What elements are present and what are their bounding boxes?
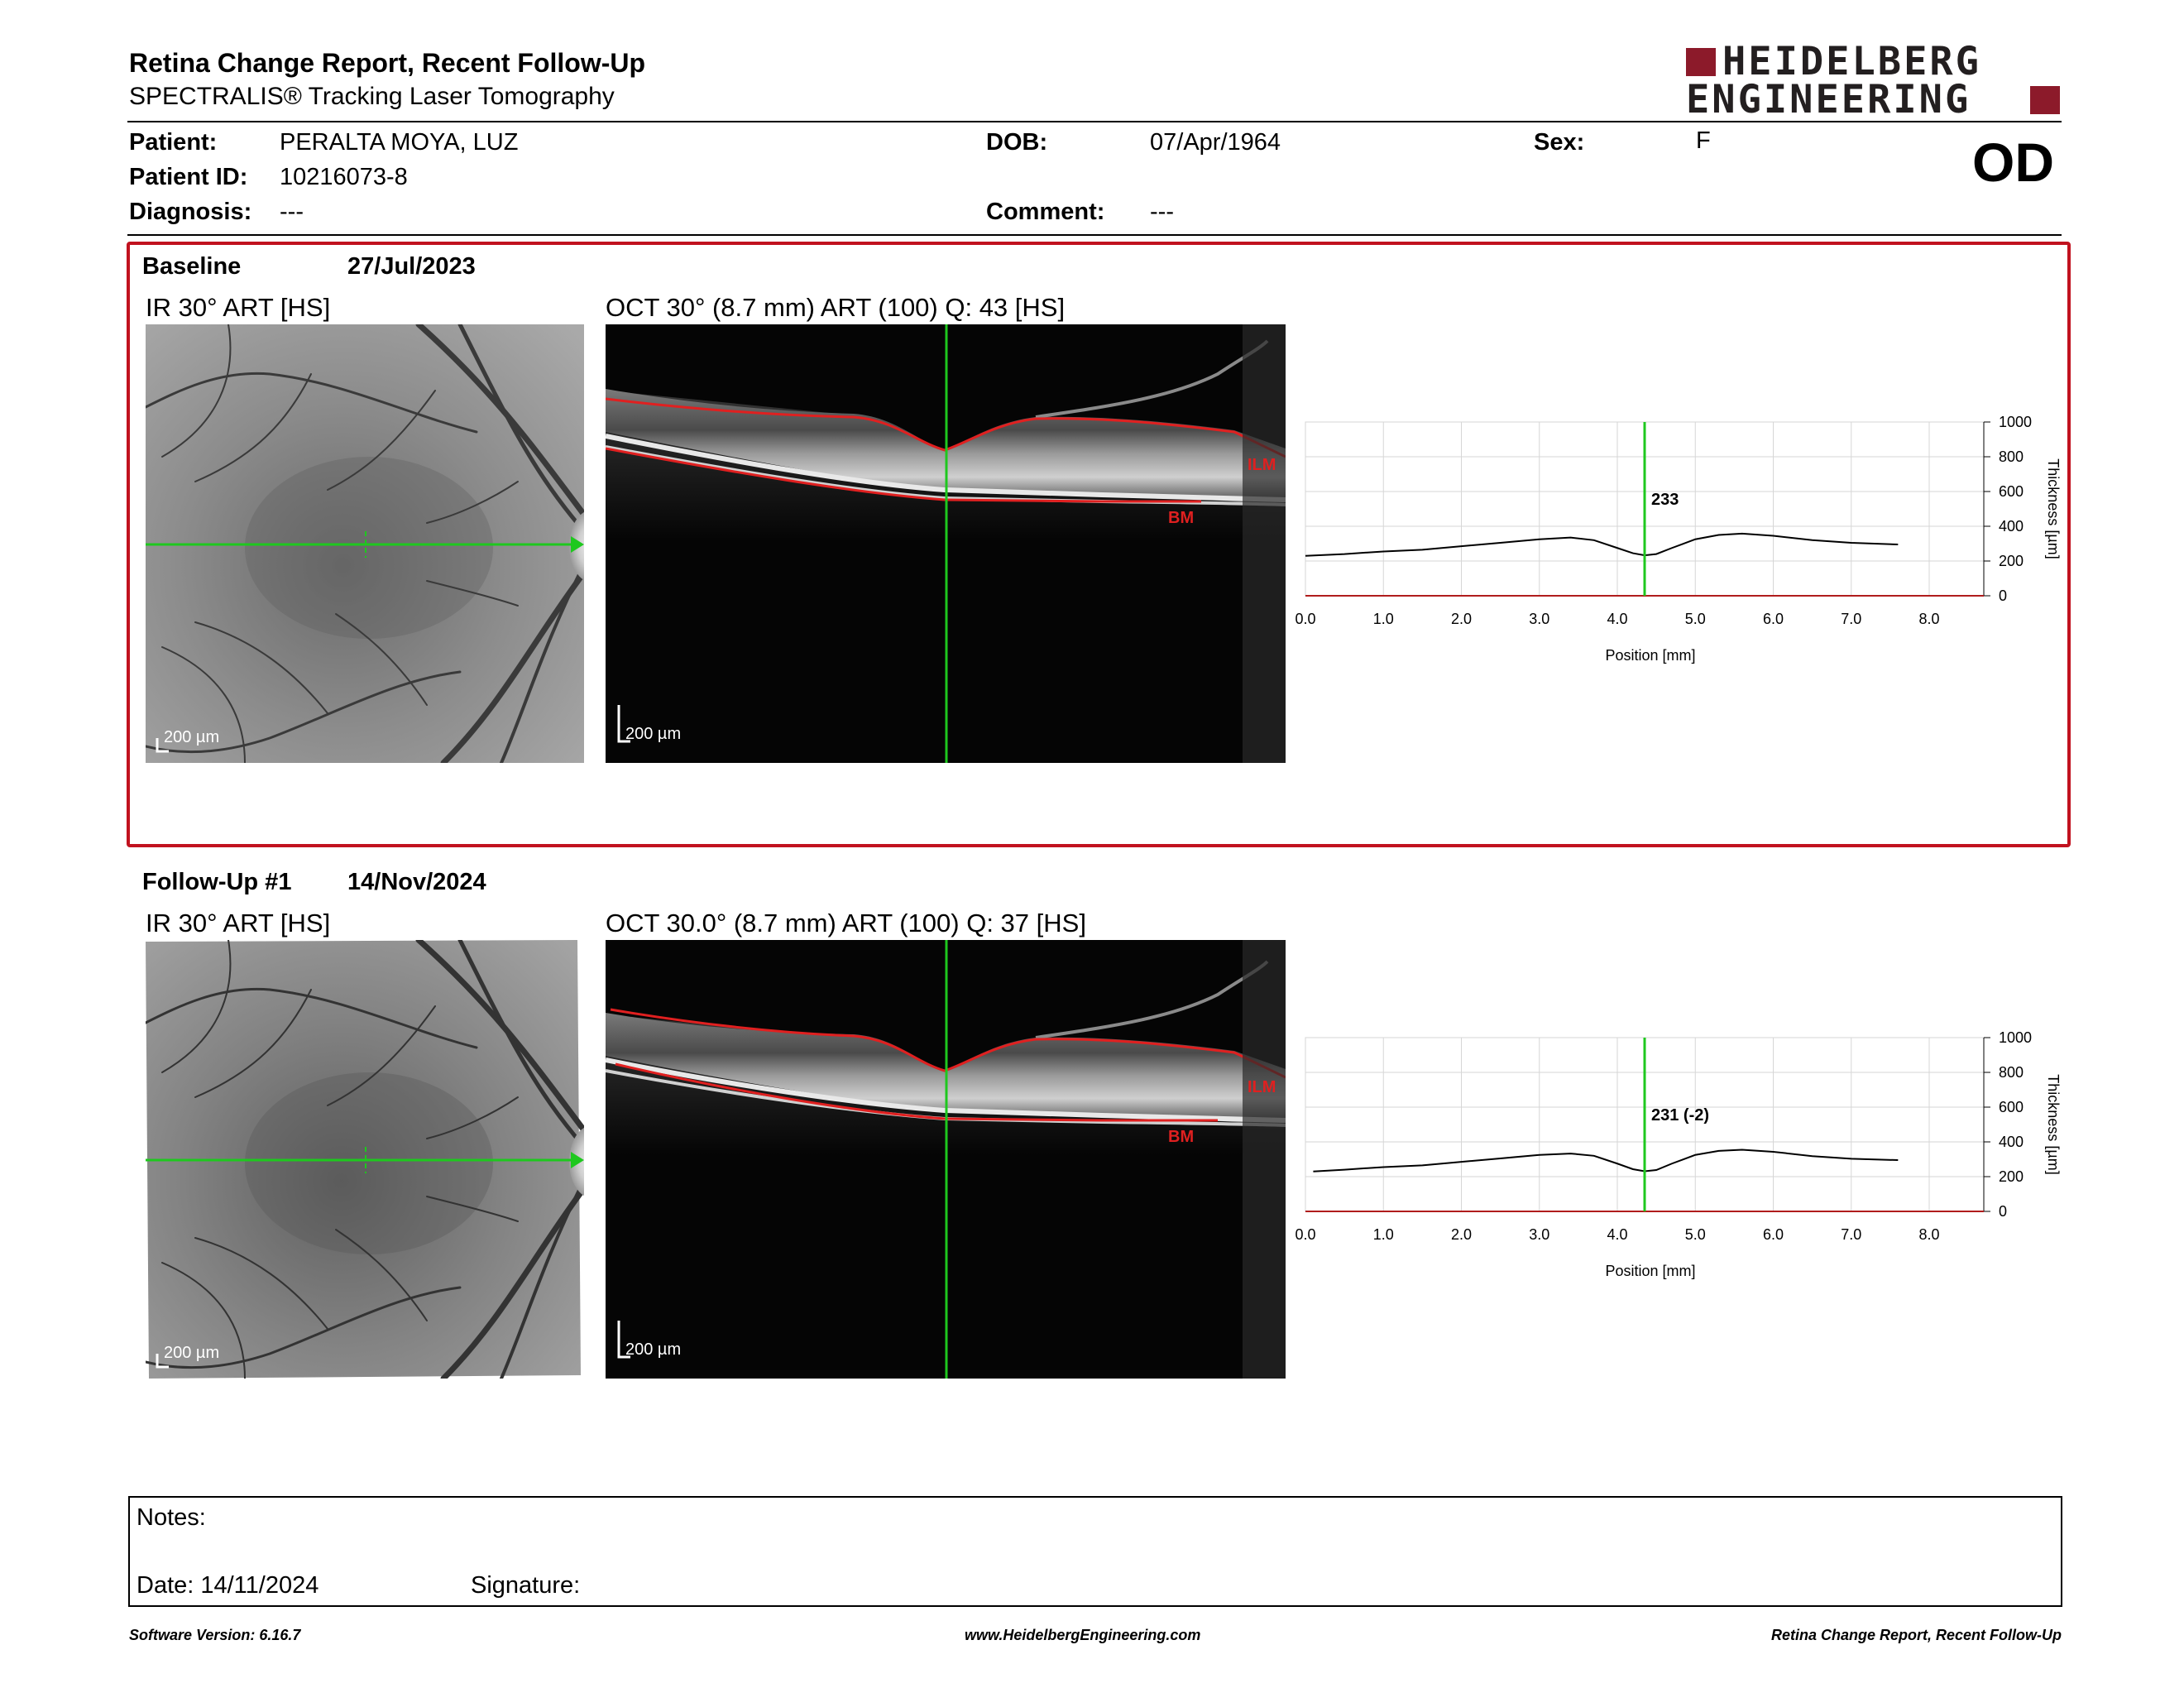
logo-square-top: [1686, 48, 1716, 76]
patient-id-label: Patient ID:: [129, 164, 248, 190]
baseline-oct-scale: 200 µm: [625, 725, 682, 743]
header-divider: [127, 121, 2062, 122]
y-tick-label: 400: [1999, 518, 2024, 535]
y-tick-label: 400: [1999, 1134, 2024, 1150]
baseline-oct-image: ILM BM 200 µm: [606, 324, 1286, 763]
followup-bm-label: BM: [1168, 1128, 1194, 1146]
y-tick-label: 1000: [1999, 414, 2032, 430]
x-tick-label: 3.0: [1529, 1226, 1549, 1243]
followup-oct-image: ILM BM 200 µm: [606, 940, 1286, 1379]
diagnosis-value: ---: [280, 199, 304, 225]
followup-date: 14/Nov/2024: [347, 869, 486, 895]
patient-name: PERALTA MOYA, LUZ: [280, 129, 519, 156]
followup-oct-caption: OCT 30.0° (8.7 mm) ART (100) Q: 37 [HS]: [606, 909, 1086, 938]
notes-date: Date: 14/11/2024: [136, 1572, 319, 1599]
x-tick-label: 4.0: [1607, 1226, 1627, 1243]
x-tick-label: 8.0: [1919, 1226, 1940, 1243]
logo-line-2: ENGINEERING: [1686, 77, 1971, 122]
x-tick-label: 2.0: [1451, 611, 1472, 627]
sex-value: F: [1696, 127, 1711, 154]
thickness-series-line: [1305, 532, 1899, 557]
comment-label: Comment:: [986, 199, 1105, 225]
comment-value: ---: [1150, 199, 1174, 225]
baseline-ir-caption: IR 30° ART [HS]: [146, 293, 331, 322]
notes-label: Notes:: [136, 1504, 206, 1531]
baseline-label: Baseline: [142, 253, 242, 280]
x-tick-label: 7.0: [1841, 1226, 1861, 1243]
baseline-ir-image: 200 µm: [146, 324, 584, 763]
followup-ir-caption: IR 30° ART [HS]: [146, 909, 331, 938]
notes-box: Notes: Date: 14/11/2024 Signature:: [128, 1496, 2062, 1607]
baseline-thickness-chart: 0.0 1.0 2.0 3.0 4.0 5.0 6.0 7.0 8.0 0 200 400 600 800…: [1291, 405, 2085, 679]
baseline-ir-scale: 200 µm: [164, 728, 220, 746]
x-axis-label: Position [mm]: [1605, 647, 1695, 664]
x-tick-label: 5.0: [1685, 611, 1706, 627]
logo-square-bottom: [2030, 86, 2060, 114]
baseline-frame: [127, 242, 2071, 847]
baseline-date: 27/Jul/2023: [347, 253, 476, 280]
cursor-value-label: 231 (-2): [1651, 1106, 1709, 1125]
diagnosis-label: Diagnosis:: [129, 199, 252, 225]
y-tick-label: 0: [1999, 1203, 2007, 1220]
y-tick-label: 1000: [1999, 1029, 2032, 1046]
cursor-value-label: 233: [1651, 491, 1679, 509]
y-tick-label: 600: [1999, 483, 2024, 500]
patient-label: Patient:: [129, 129, 218, 156]
baseline-bm-label: BM: [1168, 509, 1194, 527]
followup-ir-image: 200 µm: [146, 940, 584, 1379]
eye-indicator: OD: [1972, 132, 2054, 193]
y-tick-label: 600: [1999, 1099, 2024, 1115]
y-tick-label: 200: [1999, 553, 2024, 569]
y-tick-label: 800: [1999, 1064, 2024, 1081]
baseline-oct-caption: OCT 30° (8.7 mm) ART (100) Q: 43 [HS]: [606, 293, 1066, 322]
y-axis-label: Thickness [µm]: [2045, 458, 2062, 559]
report-subtitle: SPECTRALIS® Tracking Laser Tomography: [129, 83, 615, 110]
thickness-series-line: [1313, 1149, 1899, 1172]
x-tick-label: 2.0: [1451, 1226, 1472, 1243]
footer-report-name: Retina Change Report, Recent Follow-Up: [1770, 1627, 2062, 1643]
x-tick-label: 4.0: [1607, 611, 1627, 627]
x-tick-label: 1.0: [1373, 611, 1394, 627]
x-tick-label: 6.0: [1763, 611, 1784, 627]
x-tick-label: 0.0: [1295, 611, 1315, 627]
logo-line-1: HEIDELBERG: [1722, 39, 1981, 84]
x-tick-label: 3.0: [1529, 611, 1549, 627]
baseline-ilm-label: ILM: [1248, 456, 1276, 474]
x-tick-label: 8.0: [1919, 611, 1940, 627]
followup-ilm-label: ILM: [1248, 1078, 1276, 1096]
patient-divider: [127, 234, 2062, 236]
dob-label: DOB:: [986, 129, 1048, 156]
dob-value: 07/Apr/1964: [1150, 129, 1281, 156]
x-tick-label: 0.0: [1295, 1226, 1315, 1243]
y-axis-label: Thickness [µm]: [2045, 1074, 2062, 1174]
sex-label: Sex:: [1534, 129, 1585, 156]
signature-label: Signature:: [471, 1572, 581, 1599]
y-tick-label: 800: [1999, 448, 2024, 465]
followup-label: Follow-Up #1: [142, 869, 292, 895]
footer-website: www.HeidelbergEngineering.com: [965, 1627, 1201, 1643]
followup-ir-scale: 200 µm: [164, 1344, 220, 1362]
x-tick-label: 5.0: [1685, 1226, 1706, 1243]
report-title: Retina Change Report, Recent Follow-Up: [129, 48, 646, 78]
patient-id-value: 10216073-8: [280, 164, 408, 190]
followup-thickness-chart: 0.0 1.0 2.0 3.0 4.0 5.0 6.0 7.0 8.0 0 200 400 600 800…: [1291, 1021, 2085, 1294]
followup-oct-scale: 200 µm: [625, 1340, 682, 1359]
y-tick-label: 0: [1999, 587, 2007, 604]
footer-software-version: Software Version: 6.16.7: [129, 1627, 301, 1643]
x-tick-label: 1.0: [1373, 1226, 1394, 1243]
x-axis-label: Position [mm]: [1605, 1263, 1695, 1279]
x-tick-label: 6.0: [1763, 1226, 1784, 1243]
x-tick-label: 7.0: [1841, 611, 1861, 627]
y-tick-label: 200: [1999, 1168, 2024, 1185]
